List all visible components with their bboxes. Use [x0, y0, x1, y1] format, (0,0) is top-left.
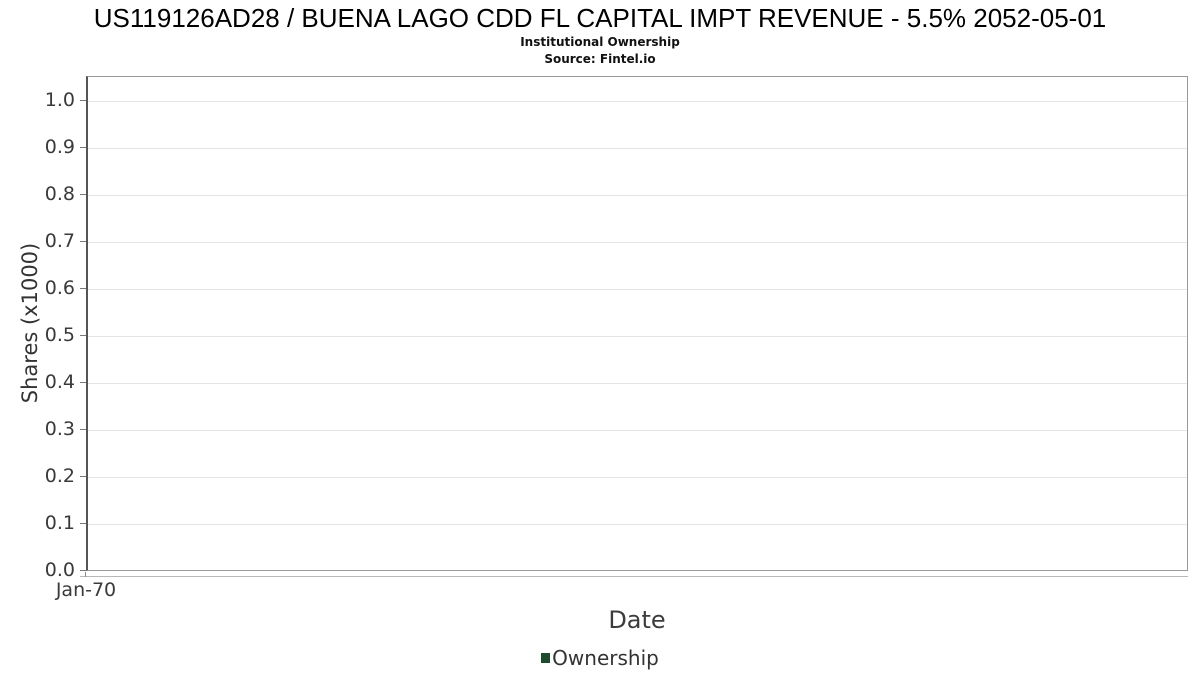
- plot-area: [86, 76, 1188, 571]
- y-tick-mark: [80, 335, 86, 336]
- y-tick-label: 0.7: [44, 230, 75, 252]
- y-tick-label: 0.0: [44, 559, 75, 581]
- y-gridline: [88, 383, 1187, 384]
- y-tick-mark: [80, 288, 86, 289]
- y-gridline: [88, 524, 1187, 525]
- y-tick-label: 0.5: [44, 324, 75, 346]
- y-gridline: [88, 430, 1187, 431]
- y-tick-mark: [80, 429, 86, 430]
- y-tick-label: 0.1: [44, 512, 75, 534]
- legend-item: Ownership: [541, 646, 659, 670]
- y-tick-mark: [80, 382, 86, 383]
- x-axis-label: Date: [608, 606, 666, 634]
- y-tick-label: 1.0: [44, 89, 75, 111]
- y-tick-mark: [80, 194, 86, 195]
- y-tick-mark: [80, 570, 86, 571]
- legend-label: Ownership: [552, 646, 659, 670]
- y-gridline: [88, 148, 1187, 149]
- y-tick-mark: [80, 147, 86, 148]
- chart-subtitle: Institutional Ownership: [520, 35, 680, 49]
- y-gridline: [88, 336, 1187, 337]
- y-tick-mark: [80, 523, 86, 524]
- chart-title: US119126AD28 / BUENA LAGO CDD FL CAPITAL…: [93, 3, 1107, 33]
- y-tick-label: 0.3: [44, 418, 75, 440]
- y-tick-label: 0.8: [44, 183, 75, 205]
- y-tick-label: 0.9: [44, 136, 75, 158]
- legend-marker-icon: [541, 653, 551, 663]
- y-gridline: [88, 289, 1187, 290]
- y-gridline: [88, 195, 1187, 196]
- x-axis-line: [80, 576, 1188, 577]
- y-tick-mark: [80, 476, 86, 477]
- y-tick-mark: [80, 100, 86, 101]
- x-tick-label: Jan-70: [55, 579, 117, 601]
- y-tick-mark: [80, 241, 86, 242]
- x-tick-mark: [85, 572, 86, 577]
- legend: Ownership: [0, 645, 1200, 671]
- y-gridline: [88, 477, 1187, 478]
- y-tick-label: 0.4: [44, 371, 75, 393]
- chart-source: Source: Fintel.io: [544, 52, 656, 66]
- y-tick-label: 0.2: [44, 465, 75, 487]
- y-tick-label: 0.6: [44, 277, 75, 299]
- y-gridline: [88, 242, 1187, 243]
- y-gridline: [88, 101, 1187, 102]
